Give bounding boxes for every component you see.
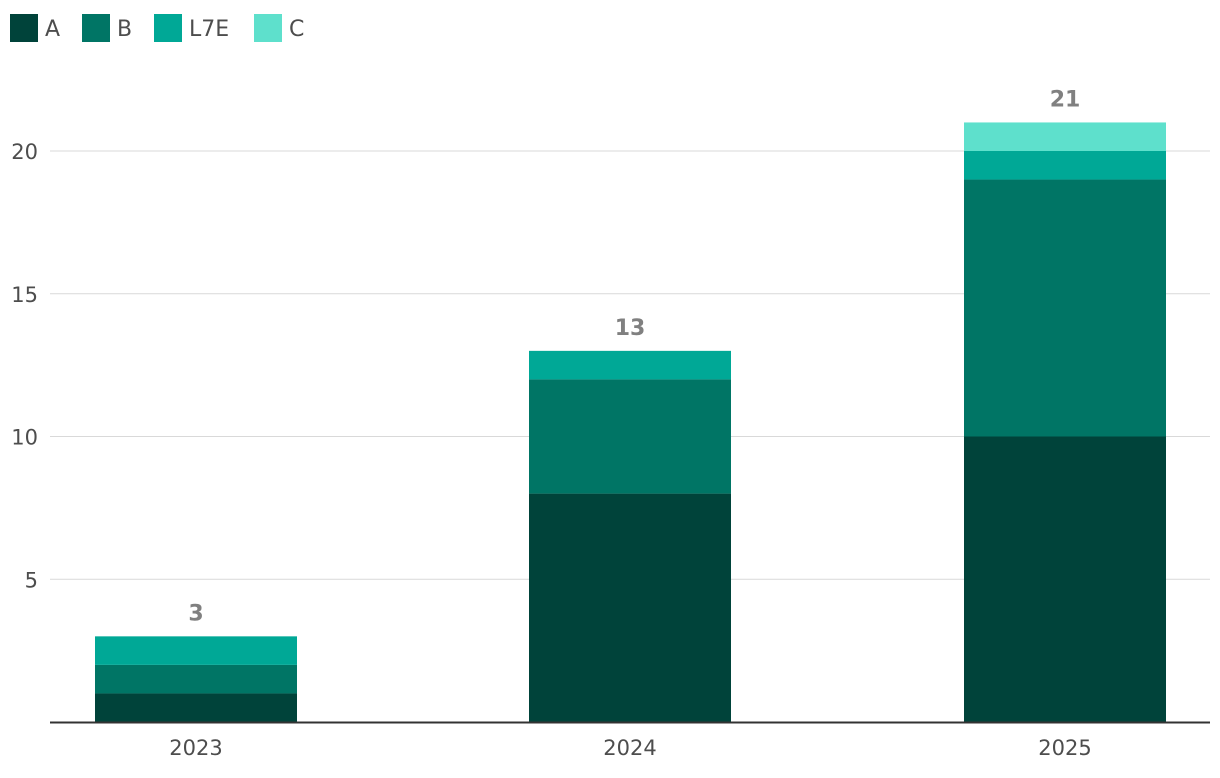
bar-segment-l7e-2024 xyxy=(529,350,731,380)
legend-label-c: C xyxy=(289,17,304,42)
total-label: 21 xyxy=(1050,87,1081,112)
bar-segment-b-2023 xyxy=(95,664,297,694)
x-tick-label: 2023 xyxy=(169,736,222,760)
bar-segment-a-2023 xyxy=(95,693,297,722)
labels: 5 10 15 20 3 2023 13 2024 21 2025 xyxy=(11,87,1091,760)
legend-label-l7e: L7E xyxy=(189,17,229,42)
legend-swatch-b xyxy=(82,14,110,42)
bar-segment-a-2024 xyxy=(529,493,731,722)
legend-label-b: B xyxy=(117,17,132,42)
legend: A B L7E C xyxy=(10,14,304,42)
total-label: 13 xyxy=(615,316,646,341)
y-tick-label: 15 xyxy=(11,283,38,307)
legend-swatch-c xyxy=(254,14,282,42)
y-tick-label: 5 xyxy=(25,568,38,592)
bars xyxy=(95,122,1166,722)
y-tick-label: 10 xyxy=(11,426,38,450)
bar-segment-l7e-2025 xyxy=(964,151,1166,180)
bar-segment-a-2025 xyxy=(964,436,1166,722)
legend-swatch-a xyxy=(10,14,38,42)
x-tick-label: 2025 xyxy=(1038,736,1091,760)
legend-label-a: A xyxy=(45,17,60,42)
legend-swatch-l7e xyxy=(154,14,182,42)
bar-segment-b-2024 xyxy=(529,379,731,494)
bar-segment-c-2025 xyxy=(964,122,1166,151)
bar-segment-b-2025 xyxy=(964,179,1166,437)
x-tick-label: 2024 xyxy=(603,736,656,760)
total-label: 3 xyxy=(188,601,203,626)
bar-segment-l7e-2023 xyxy=(95,636,297,665)
y-tick-label: 20 xyxy=(11,140,38,164)
